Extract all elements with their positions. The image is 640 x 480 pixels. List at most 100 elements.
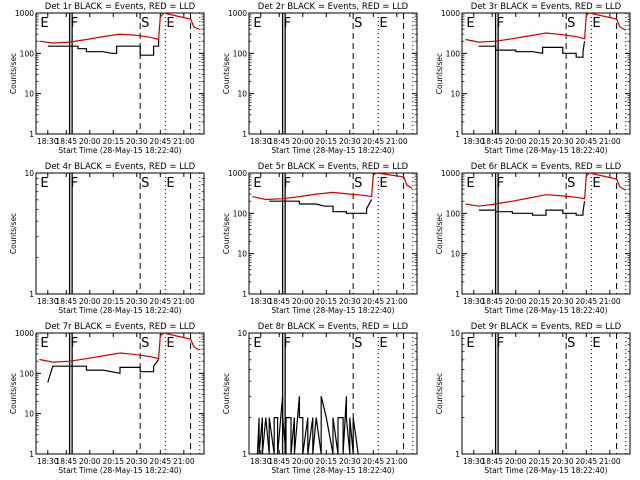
- event-marker: E: [466, 336, 474, 351]
- event-marker: F: [71, 336, 78, 351]
- x-tick-label: 18:45: [55, 457, 77, 466]
- y-tick-label: 1000: [441, 169, 460, 178]
- event-marker: E: [592, 336, 600, 351]
- y-tick-label: 100: [20, 369, 35, 378]
- x-tick-label: 21:00: [599, 297, 621, 306]
- x-tick-label: 20:00: [292, 457, 314, 466]
- y-tick-label: 1: [29, 130, 34, 139]
- y-tick-label: 100: [446, 209, 461, 218]
- event-marker: F: [284, 336, 291, 351]
- panel-title: Det 6r BLACK = Events, RED = LLD: [471, 162, 622, 172]
- x-tick-label: 18:45: [268, 137, 290, 146]
- x-tick-label: 20:30: [552, 457, 574, 466]
- x-axis-label: Start Time (28-May-15 18:22:40): [271, 146, 394, 155]
- y-tick-label: 1: [455, 290, 460, 299]
- x-tick-label: 18:30: [463, 297, 485, 306]
- event-marker: F: [284, 16, 291, 31]
- event-marker: S: [567, 176, 575, 191]
- event-marker: E: [40, 336, 48, 351]
- x-tick-label: 20:45: [363, 137, 385, 146]
- y-axis-label: Counts/sec: [222, 53, 231, 94]
- x-axis-label: Start Time (28-May-15 18:22:40): [484, 146, 607, 155]
- y-tick-label: 100: [446, 49, 461, 58]
- x-tick-label: 20:45: [150, 297, 172, 306]
- plot-frame: [461, 12, 631, 135]
- plot-frame: [248, 12, 418, 135]
- y-tick-label: 10: [450, 90, 460, 99]
- event-marker: E: [379, 16, 387, 31]
- x-tick-label: 20:45: [576, 137, 598, 146]
- y-axis-label: Counts/sec: [9, 213, 18, 254]
- x-axis-label: Start Time (28-May-15 18:22:40): [271, 306, 394, 315]
- y-tick-label: 1: [242, 130, 247, 139]
- y-tick-label: 1000: [228, 169, 247, 178]
- x-tick-label: 20:15: [528, 137, 550, 146]
- panel-title: Det 8r BLACK = Events, RED = LLD: [258, 322, 409, 332]
- x-tick-label: 20:00: [505, 137, 527, 146]
- x-tick-label: 18:45: [268, 297, 290, 306]
- event-marker: F: [497, 176, 504, 191]
- series-events-line: [47, 359, 160, 383]
- x-tick-label: 18:30: [463, 137, 485, 146]
- event-marker: F: [497, 16, 504, 31]
- y-tick-label: 1000: [228, 9, 247, 18]
- y-tick-label: 10: [450, 329, 460, 338]
- event-marker: E: [253, 16, 261, 31]
- x-tick-label: 18:45: [268, 457, 290, 466]
- event-marker: E: [379, 336, 387, 351]
- x-tick-label: 20:15: [528, 297, 550, 306]
- series-events-line: [478, 41, 586, 58]
- event-marker: S: [567, 16, 575, 31]
- event-marker: S: [354, 16, 362, 31]
- x-tick-label: 18:30: [37, 457, 59, 466]
- panel-title: Det 4r BLACK = Events, RED = LLD: [45, 162, 196, 172]
- x-tick-label: 18:30: [250, 457, 272, 466]
- event-marker: E: [40, 16, 48, 31]
- event-marker: S: [141, 176, 149, 191]
- y-tick-label: 10: [24, 169, 34, 178]
- y-tick-label: 10: [24, 410, 34, 419]
- panel-4: Det 4r BLACK = Events, RED = LLD 1 10 18:30…: [9, 162, 205, 315]
- series-events-line: [269, 199, 373, 214]
- series-lld-line: [465, 12, 626, 43]
- x-tick-label: 18:30: [250, 297, 272, 306]
- y-axis-label: Counts/sec: [9, 373, 18, 414]
- panel-title: Det 1r BLACK = Events, RED = LLD: [45, 2, 196, 12]
- event-marker: E: [166, 336, 174, 351]
- panel-title: Det 5r BLACK = Events, RED = LLD: [258, 162, 409, 172]
- y-tick-label: 1000: [441, 9, 460, 18]
- event-marker: F: [497, 336, 504, 351]
- y-axis-label: Counts/sec: [435, 373, 444, 414]
- x-tick-label: 21:00: [386, 297, 408, 306]
- x-tick-label: 20:15: [102, 297, 124, 306]
- x-tick-label: 20:45: [363, 297, 385, 306]
- x-tick-label: 20:30: [552, 137, 574, 146]
- x-axis-label: Start Time (28-May-15 18:22:40): [271, 466, 394, 475]
- event-marker: F: [71, 16, 78, 31]
- panel-title: Det 3r BLACK = Events, RED = LLD: [471, 2, 622, 12]
- event-marker: E: [466, 16, 474, 31]
- series-lld-line: [465, 172, 626, 207]
- y-tick-label: 1: [455, 450, 460, 459]
- x-tick-label: 21:00: [599, 137, 621, 146]
- event-marker: S: [141, 336, 149, 351]
- x-tick-label: 21:00: [173, 297, 195, 306]
- x-tick-label: 20:45: [150, 137, 172, 146]
- event-marker: F: [71, 176, 78, 191]
- x-axis-label: Start Time (28-May-15 18:22:40): [484, 306, 607, 315]
- panel-6: Det 6r BLACK = Events, RED = LLD 1 10 100 10…: [435, 162, 631, 315]
- event-marker: E: [40, 176, 48, 191]
- event-marker: E: [253, 176, 261, 191]
- panel-8: Det 8r BLACK = Events, RED = LLD 1 10 18:30…: [222, 322, 418, 475]
- x-tick-label: 20:00: [79, 297, 101, 306]
- x-tick-label: 20:00: [505, 297, 527, 306]
- y-tick-label: 100: [233, 209, 248, 218]
- x-tick-label: 18:30: [37, 297, 59, 306]
- x-tick-label: 20:00: [79, 457, 101, 466]
- x-tick-label: 20:15: [528, 457, 550, 466]
- panel-title: Det 9r BLACK = Events, RED = LLD: [471, 322, 622, 332]
- x-tick-label: 18:45: [55, 137, 77, 146]
- y-tick-label: 1: [29, 450, 34, 459]
- panel-title: Det 7r BLACK = Events, RED = LLD: [45, 322, 196, 332]
